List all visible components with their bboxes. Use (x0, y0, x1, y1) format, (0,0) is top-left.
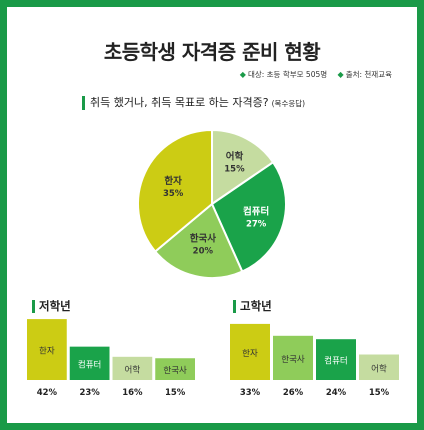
section-upper-grade: 고학년 (233, 300, 272, 313)
lower-grade-bar (112, 356, 153, 380)
lower-grade-category-label: 컴퓨터 (78, 359, 101, 370)
pie-slice (211, 128, 275, 206)
question-heading: 취득 했거나, 취득 목표로 하는 자격증? (복수응답) (82, 96, 305, 110)
upper-grade-bar (316, 339, 356, 380)
lower-grade-category-label: 한자 (39, 347, 55, 357)
upper-grade-value-label: 26% (283, 388, 304, 398)
upper-grade-value-label: 15% (369, 388, 390, 398)
upper-grade-value-label: 33% (240, 388, 261, 398)
pie-value-label: 15% (224, 164, 245, 174)
meta-source-label: 출처: 천재교육 (345, 70, 392, 79)
question-note: (복수응답) (271, 99, 306, 108)
upper-grade-category-label: 한국사 (281, 355, 305, 365)
bullet-icon: ◆ (337, 70, 344, 79)
lower-grade-category-label: 어학 (125, 364, 141, 375)
lower-grade-bar (27, 319, 67, 380)
meta-target: ◆ 대상: 초등 학부모 505명 (240, 70, 327, 79)
bullet-icon: ◆ (239, 70, 246, 79)
upper-grade-category-label: 어학 (371, 363, 387, 374)
source-info: ◆ 대상: 초등 학부모 505명 ◆ 출처: 천재교육 (240, 69, 392, 80)
lower-grade-value-label: 42% (37, 388, 58, 398)
lower-grade-category-label: 한국사 (163, 366, 187, 376)
question-text: 취득 했거나, 취득 목표로 하는 자격증? (90, 96, 269, 109)
pie-slice (153, 202, 244, 279)
meta-target-label: 대상: 초등 학부모 505명 (247, 70, 328, 79)
pie-slice-label: 한자 (164, 175, 182, 187)
upper-grade-category-label: 컴퓨터 (324, 356, 347, 367)
infographic-title: 초등학생 자격증 준비 현황 (103, 40, 321, 64)
pie-value-label: 27% (246, 219, 267, 229)
upper-grade-value-label: 24% (326, 388, 347, 398)
upper-grade-bar (230, 323, 270, 380)
pie-slice (137, 128, 213, 253)
lower-grade-bar (69, 346, 110, 380)
upper-grade-category-label: 한자 (242, 349, 258, 359)
meta-source: ◆ 출처: 천재교육 (338, 70, 392, 79)
pie-value-label: 20% (193, 247, 214, 257)
lower-grade-value-label: 23% (79, 388, 100, 398)
upper-grade-bar (359, 354, 399, 380)
lower-grade-bar (155, 358, 195, 380)
pie-slice-label: 컴퓨터 (243, 205, 269, 217)
section-lower-grade: 저학년 (32, 300, 71, 313)
pie-slice-label: 한국사 (190, 233, 216, 245)
pie-slice-label: 어학 (226, 150, 244, 162)
lower-grade-value-label: 16% (122, 388, 143, 398)
lower-grade-value-label: 15% (165, 388, 186, 398)
upper-grade-bar (273, 335, 313, 380)
pie-value-label: 35% (163, 189, 184, 199)
